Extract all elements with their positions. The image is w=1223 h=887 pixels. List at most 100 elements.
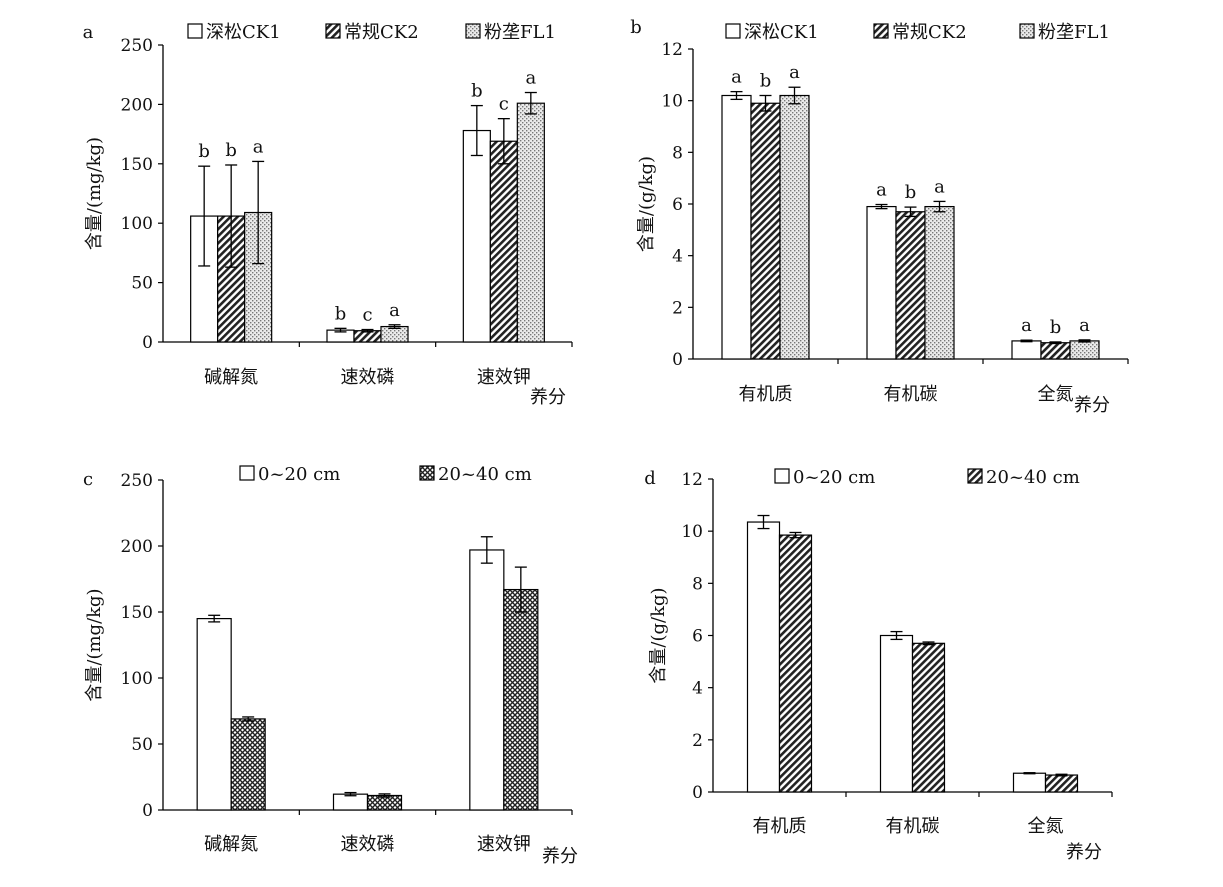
- bar: [779, 94, 810, 360]
- y-tick-label: 0: [692, 783, 703, 803]
- y-tick-label: 250: [121, 471, 153, 491]
- legend-swatch: [774, 468, 790, 484]
- y-tick-label: 4: [672, 247, 683, 267]
- panel-label: c: [83, 469, 93, 490]
- y-tick-label: 12: [681, 470, 703, 490]
- bar: [924, 205, 955, 360]
- x-tick-label: 有机碳: [886, 816, 940, 837]
- y-tick-label: 200: [121, 537, 153, 557]
- y-tick-label: 0: [142, 801, 153, 821]
- bar: [230, 718, 266, 811]
- bar: [503, 588, 539, 811]
- data-label: a: [789, 62, 800, 83]
- bar: [196, 617, 232, 811]
- y-tick-label: 250: [121, 36, 153, 56]
- bar: [866, 205, 897, 360]
- legend-label: 0~20 cm: [793, 467, 875, 488]
- x-tick-label: 全氮: [1028, 816, 1064, 837]
- data-label: b: [760, 71, 772, 92]
- bar: [489, 140, 518, 343]
- y-axis-label: 含量/(g/kg): [648, 587, 669, 683]
- panel-label: a: [83, 22, 94, 43]
- data-label: a: [731, 67, 742, 88]
- data-label: a: [934, 176, 945, 197]
- y-tick-label: 0: [142, 333, 153, 353]
- y-tick-label: 2: [692, 731, 703, 751]
- x-tick-label: 碱解氮: [204, 367, 258, 388]
- bar: [1040, 342, 1071, 360]
- legend-label: 常规CK2: [344, 22, 419, 43]
- data-label: b: [905, 182, 917, 203]
- bar: [895, 211, 926, 360]
- bar: [721, 94, 752, 360]
- y-axis-label: 含量/(mg/kg): [84, 137, 105, 250]
- x-axis-label: 养分: [530, 387, 566, 408]
- data-label: a: [876, 180, 887, 201]
- bar: [1044, 774, 1079, 793]
- y-tick-label: 0: [672, 350, 683, 370]
- bar: [516, 102, 545, 343]
- x-tick-label: 全氮: [1038, 384, 1074, 405]
- data-label: a: [253, 136, 264, 157]
- legend-label: 常规CK2: [892, 22, 967, 43]
- data-label: a: [525, 68, 536, 89]
- legend-label: 粉垄FL1: [1038, 22, 1110, 43]
- y-tick-label: 2: [672, 298, 683, 318]
- x-tick-label: 速效钾: [477, 367, 531, 388]
- y-axis-label: 含量/(mg/kg): [84, 588, 105, 701]
- legend-swatch: [967, 468, 983, 484]
- y-tick-label: 100: [121, 214, 153, 234]
- panel-label: b: [630, 17, 642, 38]
- x-axis-label: 养分: [542, 846, 578, 867]
- data-label: b: [335, 303, 347, 324]
- legend-label: 20~40 cm: [438, 464, 532, 485]
- legend-swatch: [325, 23, 341, 39]
- legend-swatch: [725, 23, 741, 39]
- data-label: c: [499, 94, 509, 115]
- panel-label: d: [644, 468, 656, 489]
- y-tick-label: 200: [121, 95, 153, 115]
- bar: [462, 129, 491, 343]
- legend-swatch: [419, 465, 435, 481]
- legend-label: 深松CK1: [206, 22, 281, 43]
- bar: [1069, 340, 1100, 360]
- y-tick-label: 150: [121, 155, 153, 175]
- legend-label: 0~20 cm: [258, 464, 340, 485]
- x-tick-label: 有机质: [753, 816, 807, 837]
- y-tick-label: 4: [692, 679, 703, 699]
- data-label: a: [1021, 315, 1032, 336]
- y-axis-label: 含量/(g/kg): [636, 156, 657, 252]
- data-label: b: [225, 140, 237, 161]
- bar: [469, 549, 505, 811]
- legend-label: 粉垄FL1: [484, 22, 556, 43]
- data-label: b: [471, 81, 483, 102]
- x-tick-label: 有机碳: [884, 384, 938, 405]
- y-tick-label: 8: [692, 574, 703, 594]
- y-tick-label: 8: [672, 143, 683, 163]
- legend-label: 20~40 cm: [986, 467, 1080, 488]
- bar: [746, 521, 781, 793]
- bar: [911, 642, 946, 793]
- y-tick-label: 50: [131, 274, 153, 294]
- bar: [1012, 772, 1047, 793]
- panel-c: c 0 50 100 150 200 250 碱解氮 速效磷 速效钾 0~20 cm 20~40 cm…: [83, 464, 578, 867]
- legend-swatch: [187, 23, 203, 39]
- legend-swatch: [873, 23, 889, 39]
- data-label: a: [1079, 315, 1090, 336]
- panel-d: d 0 2 4 6 8 10 12 有机质 有机碳 全氮 0~20 cm 20~40 cm 含量/(g/k…: [644, 467, 1113, 863]
- bar: [879, 634, 914, 793]
- data-label: b: [198, 141, 210, 162]
- x-tick-label: 速效磷: [341, 367, 395, 388]
- bar: [750, 102, 781, 360]
- bar: [778, 534, 813, 793]
- data-label: b: [1050, 317, 1062, 338]
- x-tick-label: 速效钾: [477, 834, 531, 855]
- y-tick-label: 50: [131, 735, 153, 755]
- y-tick-label: 6: [692, 627, 703, 647]
- legend-label: 深松CK1: [744, 22, 819, 43]
- legend-swatch: [239, 465, 255, 481]
- legend-swatch: [465, 23, 481, 39]
- y-tick-label: 10: [681, 522, 703, 542]
